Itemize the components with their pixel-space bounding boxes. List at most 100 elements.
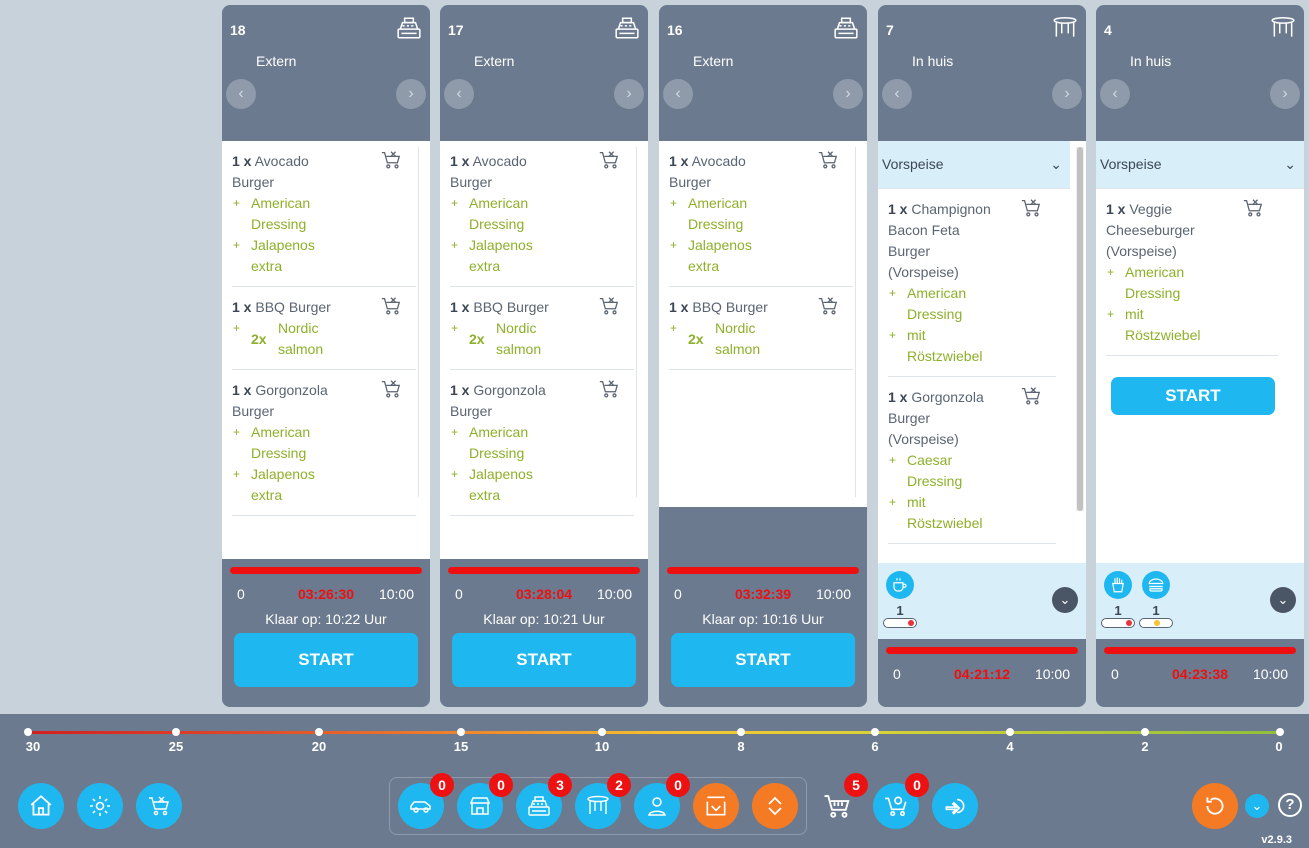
scrollbar-thumb[interactable] [1077,147,1083,511]
order-item[interactable]: 1 x Gorgonzola Burger + American Dressing +… [450,370,634,516]
order-item[interactable]: 1 x Champignon Bacon Feta Burger (Vorspeise… [888,189,1056,377]
prev-button[interactable]: ‹ [663,79,693,109]
order-item[interactable]: 1 x Avocado Burger + American Dressing + Jal… [450,141,634,287]
category[interactable]: 1 [1139,571,1173,628]
cart-cancel-icon[interactable] [1242,197,1264,219]
scrollbar[interactable] [418,147,424,497]
refresh-button[interactable] [1192,783,1238,829]
settings-button[interactable] [77,783,123,829]
order-items[interactable]: 1 x Avocado Burger + American Dressing + Jal… [659,141,867,507]
start-button[interactable]: START [1111,377,1275,415]
cart-cancel-icon[interactable] [598,149,620,171]
order-type: In huis [912,53,954,69]
start-button[interactable]: START [452,633,636,687]
item-name: Bacon Feta [888,222,960,238]
expand-button[interactable]: ⌄ [1270,587,1296,613]
gear-icon [88,794,112,818]
cart-cancel-icon[interactable] [380,149,402,171]
home-button[interactable] [18,783,64,829]
cart-cancel-icon[interactable] [380,295,402,317]
cart-cancel-icon[interactable] [1020,197,1042,219]
course-header[interactable]: Vorspeise ⌄ [1096,141,1304,189]
plus-icon: + [233,196,241,210]
filter-person-button[interactable]: 0 [634,773,690,829]
filter-table-button[interactable]: 2 [575,773,631,829]
item-name: BBQ Burger [255,299,331,315]
home-icon [28,793,54,819]
prev-button[interactable]: ‹ [226,79,256,109]
scrollbar[interactable] [855,147,861,497]
order-item[interactable]: 1 x Avocado Burger + American Dressing + Jal… [669,141,853,287]
order-items[interactable]: 1 x Avocado Burger + American Dressing + Jal… [440,141,648,559]
next-button[interactable]: › [614,79,644,109]
item-name: Burger [450,174,493,190]
cart-cancel-icon[interactable] [598,378,620,400]
plus-icon: + [670,196,678,210]
cart-cancel-icon[interactable] [1020,385,1042,407]
help-button[interactable]: ? [1278,793,1302,817]
order-item[interactable]: 1 x BBQ Burger +2x Nordic salmon [669,287,853,370]
cart-button[interactable]: 5 [814,773,868,829]
filter-register-button[interactable]: 3 [516,773,572,829]
item-name: (Vorspeise) [888,431,959,447]
order-items[interactable]: Vorspeise ⌄ 1 x Champignon Bacon Feta Burg… [878,141,1086,563]
filter-delivery-button[interactable]: 0 [398,773,454,829]
filter-pickup-button[interactable]: 0 [457,773,513,829]
cancelled-items-button[interactable] [136,783,182,829]
chevron-left-icon: ‹ [1112,85,1118,102]
category[interactable]: 1 [883,571,917,628]
cart-cancel-icon[interactable] [598,295,620,317]
modifier: + mit Röstzwiebel [889,494,983,531]
modifier: + American Dressing [1107,264,1185,301]
order-item[interactable]: 1 x BBQ Burger +2x Nordic salmon [450,287,634,370]
prev-button[interactable]: ‹ [882,79,912,109]
order-type: Extern [474,53,515,69]
dropdown-button[interactable]: ⌄ [1245,794,1269,818]
chevron-down-icon: ⌄ [1050,156,1062,172]
order-item[interactable]: 1 x Veggie Cheeseburger (Vorspeise) + Ameri… [1106,189,1278,356]
scrollbar-track[interactable] [1076,147,1084,511]
swap-view-button[interactable] [693,783,739,829]
sort-button[interactable] [752,783,798,829]
cart-cancel-icon[interactable] [817,295,839,317]
car-icon [409,794,433,818]
course-header[interactable]: Vorspeise ⌄ [878,141,1070,189]
category-count: 1 [1152,603,1160,618]
item-qty: 1 x [450,153,470,169]
item-name: Burger [669,174,712,190]
order-type: Extern [693,53,734,69]
item-qty: 1 x [888,201,908,217]
chevron-right-icon: › [1064,85,1070,102]
category-count: 1 [1114,603,1122,618]
start-button[interactable]: START [671,633,855,687]
item-qty: 1 x [669,299,689,315]
prev-button[interactable]: ‹ [444,79,474,109]
next-button[interactable]: › [1052,79,1082,109]
order-type: In huis [1130,53,1172,69]
order-items[interactable]: Vorspeise ⌄ 1 x Veggie Cheeseburger (Vorsp… [1096,141,1304,563]
modifier: + Caesar Dressing [889,452,963,489]
order-item[interactable]: 1 x BBQ Burger +2x Nordic salmon [232,287,416,370]
next-button[interactable]: › [1270,79,1300,109]
next-button[interactable]: › [396,79,426,109]
order-items[interactable]: 1 x Avocado Burger + American Dressing + Jal… [222,141,430,559]
plus-icon: + [889,328,897,342]
modifier: + mit Röstzwiebel [1107,306,1201,343]
next-button[interactable]: › [833,79,863,109]
expand-button[interactable]: ⌄ [1052,587,1078,613]
cart-cancel-icon[interactable] [380,378,402,400]
scrollbar[interactable] [636,147,642,497]
order-item[interactable]: 1 x Gorgonzola Burger (Vorspeise) + Caesar D… [888,377,1056,544]
handover-button[interactable] [932,783,978,829]
count-badge: 5 [844,773,868,797]
person-icon [645,794,669,818]
category[interactable]: 1 [1101,571,1135,628]
cart-cancel-icon[interactable] [817,149,839,171]
chevron-right-icon: › [626,85,632,102]
prev-button[interactable]: ‹ [1100,79,1130,109]
order-item[interactable]: 1 x Avocado Burger + American Dressing + Jal… [232,141,416,287]
start-button[interactable]: START [234,633,418,687]
order-item[interactable]: 1 x Gorgonzola Burger + American Dressing +… [232,370,416,516]
item-name: Gorgonzola [911,389,984,405]
cart-sync-button[interactable]: 0 [873,773,929,829]
